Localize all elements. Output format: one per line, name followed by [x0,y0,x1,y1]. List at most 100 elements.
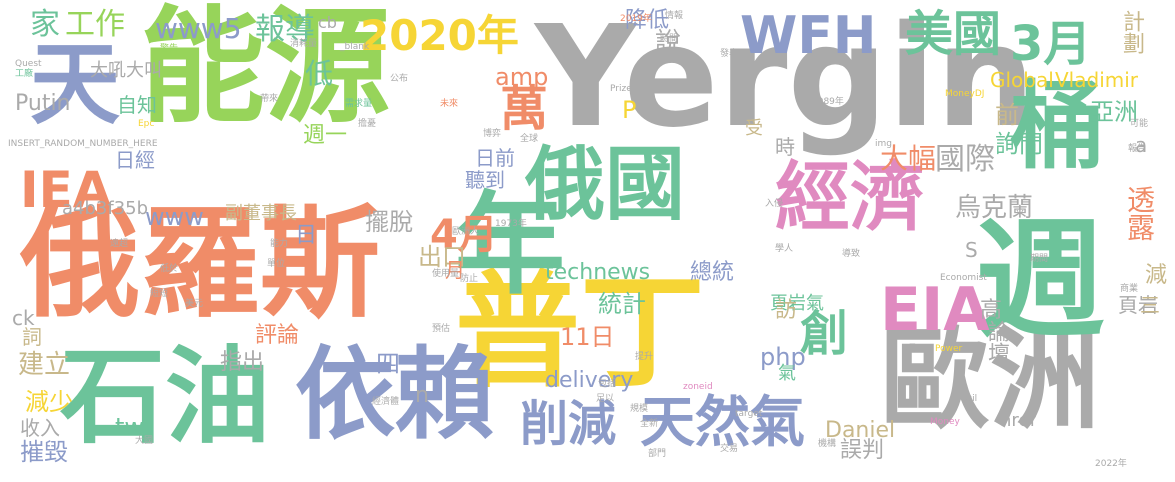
cloud-word: 前 [995,101,1019,129]
cloud-word: 指出 [220,350,265,375]
cloud-word: 1989年 [812,97,844,107]
cloud-word: 歐洲人 [452,227,480,237]
cloud-word: EIA [880,275,990,345]
cloud-word: 大吼大叫 [90,60,162,81]
cloud-word: 摧毀 [20,438,68,466]
cloud-word: 交易 [720,444,739,454]
cloud-word: 消耗量 [290,39,318,49]
cloud-word: 總統 [690,260,735,285]
cloud-word: _blank [340,42,370,52]
cloud-word: 大幅 [880,142,937,175]
cloud-word: 說 [655,28,682,58]
cloud-word: 報導 [255,12,315,47]
cloud-word: 四 [376,350,400,378]
cloud-word: 包括 [598,379,617,389]
cloud-word: zoneid [683,382,713,392]
cloud-word: Quest [15,59,42,69]
cloud-word: 導致 [842,249,861,259]
cloud-word: Economist [940,273,987,283]
cloud-word: 學人 [775,244,794,254]
cloud-word: 入侵 [765,199,784,209]
cloud-word: Yergin [535,0,1036,159]
cloud-word: P [622,96,637,124]
cloud-word: 氣 [778,363,796,384]
cloud-word: 訪 [775,298,798,323]
cloud-word: INSERT_RANDOM_NUMBER_HERE [8,139,158,149]
cloud-word: n [415,383,429,408]
cloud-word: 減少 [25,388,73,416]
cloud-word: 桶 [1010,72,1106,182]
cloud-word: 統計 [598,290,646,318]
cloud-word: 誤判 [840,438,885,463]
cloud-word: target [735,409,763,419]
cloud-word: 日 [295,223,318,248]
cloud-word: 3月 [1010,16,1092,72]
cloud-word: a4b3f35b [62,198,149,219]
cloud-word: 週 [975,204,1106,356]
cloud-word: Putin [15,91,71,116]
cloud-word: 日前 [475,146,515,170]
cloud-word: 2022年 [1095,459,1127,469]
cloud-word: 需求量 [345,99,373,109]
cloud-word: Money [930,417,960,427]
cloud-word: 低於 [160,264,179,274]
cloud-word: 天然氣 [640,390,806,454]
cloud-word: 能力 [270,239,289,249]
cloud-word: tw [115,413,145,441]
cloud-word: 烏克蘭 [955,193,1034,223]
cloud-word: 提升 [635,352,654,362]
cloud-word: 聽到 [465,168,505,192]
cloud-word: 全新 [640,419,659,429]
cloud-word: Vladimir [1055,68,1139,92]
cloud-word: 降低 [625,8,670,33]
cloud-word: 評論 [255,323,300,348]
cloud-word: img [875,139,892,149]
cloud-word: 年 [455,181,565,309]
cloud-word: 使用量 [432,269,460,279]
cloud-word: 未來 [440,99,459,109]
cloud-word: 歐洲 [880,316,1100,444]
cloud-word: 削減 [520,396,617,452]
cloud-word: 美國 [905,6,1002,62]
cloud-word: www [145,203,204,231]
cloud-word: www5 [155,12,242,45]
cloud-word: 能源 [140,0,390,140]
cloud-word: IEA [20,161,112,219]
cloud-word: Prize [610,84,632,94]
cloud-word: 2020年 [360,11,519,60]
cloud-word: 2019年 [620,14,652,24]
cloud-word: cb [318,13,337,32]
cloud-word: 擺脫 [365,208,413,236]
cloud-word: 11日 [560,323,615,351]
cloud-word: 公布 [390,74,409,84]
cloud-word: href [1000,410,1036,431]
cloud-word: 報告 [1128,144,1147,154]
cloud-word: 警告 [160,44,179,54]
cloud-word: a [1135,133,1148,157]
cloud-word: 可能 [1130,119,1149,129]
cloud-word: WFH [740,6,877,66]
cloud-word: 防止 [460,274,479,284]
cloud-word: technews [545,260,651,285]
cloud-word: 機構 [818,439,837,449]
cloud-word: 受 [745,118,763,139]
cloud-word: 月 [445,258,465,282]
cloud-word: 美元 [185,299,204,309]
cloud-word: 大國 [135,436,154,446]
cloud-word: 擔憂 [358,119,377,129]
cloud-word: 亞洲 [1090,98,1138,126]
cloud-word: 建立 [18,350,71,380]
cloud-word: php [760,343,806,371]
cloud-word: amp [495,63,549,91]
cloud-word: 萬 [500,81,549,137]
cloud-word: 減 [1145,263,1168,288]
cloud-word: 規模 [630,404,649,414]
cloud-word: 俄國 [525,138,685,231]
cloud-word: 頁岩 [1118,293,1158,317]
cloud-word: 詢問 [995,130,1043,158]
cloud-word: 單位 [267,259,286,269]
cloud-word: 發表 [720,49,739,59]
cloud-word: S [965,238,978,262]
cloud-word: 創 [800,306,849,362]
cloud-word: 期間 [1030,254,1049,264]
